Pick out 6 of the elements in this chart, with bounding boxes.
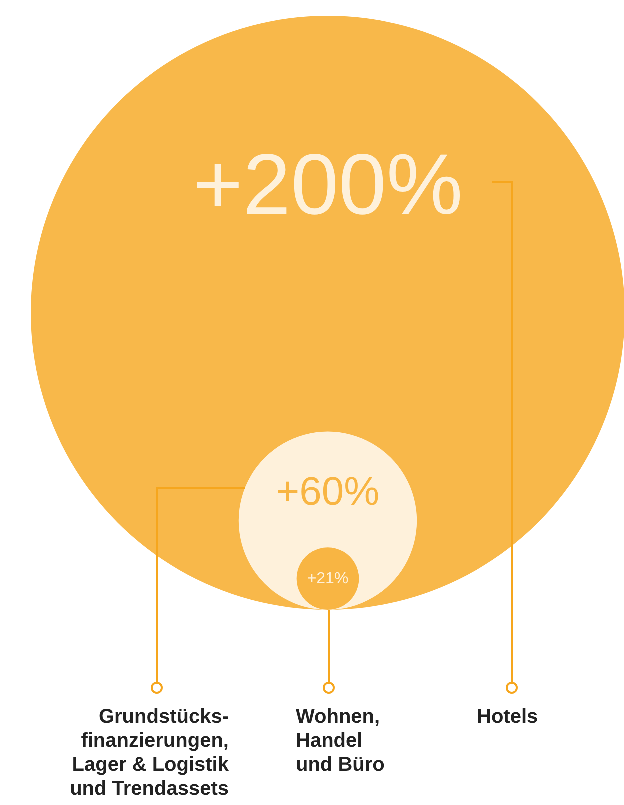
data-label: +21% (307, 570, 349, 588)
data-label: +200% (192, 137, 464, 233)
category-label: Grundstücks- finanzierungen, Lager & Logistik und Trendassets (70, 706, 230, 800)
category-label: Wohnen, Handel und Büro (296, 706, 385, 776)
category-label: Hotels (477, 706, 538, 728)
data-label: +60% (276, 470, 380, 514)
